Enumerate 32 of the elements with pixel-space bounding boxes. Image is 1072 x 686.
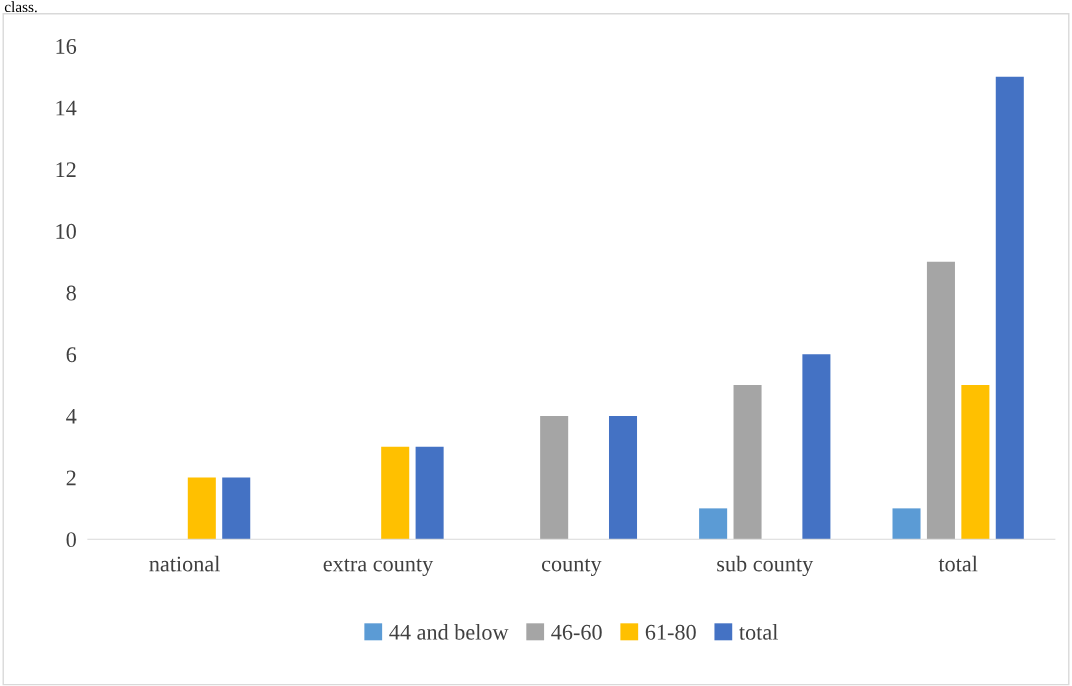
y-tick-label: 2 <box>66 470 76 486</box>
bar <box>995 76 1024 540</box>
legend-label: 44 and below <box>389 624 509 640</box>
y-tick-label: 0 <box>66 532 76 548</box>
legend-label: total <box>739 624 778 640</box>
y-tick-label: 12 <box>56 162 76 177</box>
bar <box>415 446 444 540</box>
bar <box>802 354 831 540</box>
legend-label: 61-80 <box>645 624 696 640</box>
legend-label: 46-60 <box>551 624 602 640</box>
bar <box>381 446 410 540</box>
bar <box>961 385 990 540</box>
bar <box>187 477 216 540</box>
x-tick-label: total <box>938 555 978 572</box>
x-tick-label: sub county <box>717 555 814 577</box>
x-tick-label: extra county <box>323 558 434 577</box>
y-tick-label: 16 <box>56 38 77 54</box>
bar <box>608 415 638 540</box>
x-tick-label: county <box>541 558 602 577</box>
y-tick-label: 4 <box>66 408 77 424</box>
x-tick-label: national <box>149 555 220 572</box>
bar <box>733 385 762 540</box>
y-tick-label: 6 <box>66 347 77 363</box>
bar <box>892 508 921 540</box>
y-tick-label: 14 <box>56 100 77 116</box>
bar <box>540 415 569 540</box>
bar <box>699 508 728 540</box>
bar <box>926 261 955 540</box>
bar <box>222 477 251 540</box>
y-tick-label: 10 <box>56 223 76 239</box>
text: class. <box>4 1 37 13</box>
y-tick-label: 8 <box>66 285 76 301</box>
